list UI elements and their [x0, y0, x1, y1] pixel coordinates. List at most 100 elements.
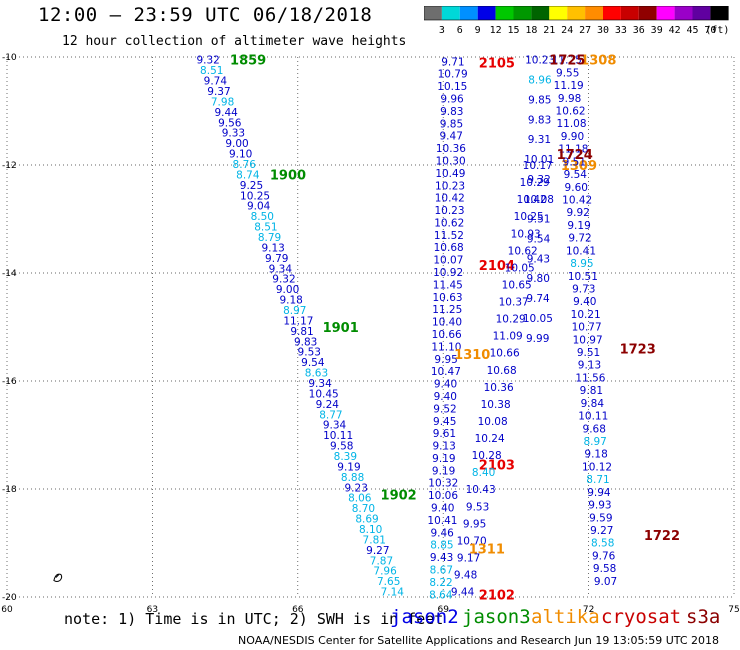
wave-height-value: 8.51 [254, 222, 277, 234]
wave-height-value: 10.21 [571, 309, 601, 321]
wave-height-value: 8.64 [429, 589, 453, 601]
track-cryosat: 11.259.5511.199.9810.6211.089.9011.189.5… [549, 54, 680, 588]
time-label: 2104 [479, 259, 515, 274]
wave-height-value: 10.45 [309, 388, 339, 400]
time-label: 1310 [454, 348, 490, 363]
wave-height-value: 7.14 [381, 587, 405, 599]
footer-note: note: 1) Time is in UTC; 2) SWH is in fe… [64, 610, 444, 628]
wave-height-value: 9.00 [276, 284, 299, 296]
colorbar-swatch [441, 6, 460, 20]
colorbar-swatch [638, 6, 657, 20]
wave-height-value: 10.08 [478, 416, 508, 428]
wave-height-value: 9.19 [337, 461, 360, 473]
wave-height-value: 11.52 [434, 230, 464, 242]
lon-tick-label: 66 [292, 605, 304, 615]
wave-height-value: 10.29 [520, 177, 550, 189]
wave-height-value: 11.25 [552, 55, 582, 67]
colorbar-label: 24 [561, 25, 573, 36]
wave-height-value: 10.36 [484, 382, 514, 394]
wave-height-value: 10.49 [435, 168, 465, 180]
wave-height-value: 9.13 [578, 360, 601, 372]
wave-height-value: 9.54 [301, 357, 325, 369]
wave-height-value: 10.28 [472, 450, 502, 462]
wave-height-value: 9.25 [240, 180, 263, 192]
wave-height-value: 10.41 [566, 245, 596, 257]
wave-height-value: 11.19 [554, 80, 584, 92]
lat-tick-label: -20 [2, 593, 17, 603]
wave-height-value: 9.55 [556, 67, 579, 79]
wave-height-value: 9.68 [583, 423, 606, 435]
legend-s3a: s3a [686, 606, 721, 628]
wave-height-value: 10.07 [433, 255, 463, 267]
wave-height-value: 9.58 [593, 563, 616, 575]
time-label: 1901 [323, 321, 359, 336]
wave-height-value: 9.85 [440, 118, 463, 130]
colorbar-label: 27 [579, 25, 591, 36]
wave-height-value: 10.05 [523, 313, 553, 325]
colorbar-swatch [567, 6, 586, 20]
wave-height-value: 9.99 [526, 333, 549, 345]
wave-height-value: 10.41 [427, 515, 457, 527]
wave-height-value: 9.40 [434, 391, 457, 403]
wave-height-value: 10.30 [436, 155, 466, 167]
wave-height-value: 9.81 [580, 385, 603, 397]
colorbar-label: 39 [651, 25, 663, 36]
wave-height-value: 9.19 [567, 220, 590, 232]
wave-height-value: 9.84 [581, 398, 605, 410]
colorbar-label: 45 [686, 25, 698, 36]
wave-height-value: 9.46 [430, 527, 454, 539]
wave-height-value: 9.95 [463, 518, 486, 530]
time-label: 1724 [557, 148, 593, 163]
wave-height-value: 11.08 [556, 118, 586, 130]
colorbar-swatch [513, 6, 532, 20]
wave-height-value: 8.96 [528, 75, 552, 87]
wave-height-value: 10.12 [582, 461, 612, 473]
wave-height-value: 10.23 [434, 205, 464, 217]
wave-height-value: 7.87 [370, 555, 393, 567]
lat-tick-label: -16 [2, 377, 17, 387]
lat-tick-label: -18 [2, 485, 17, 495]
wave-height-value: 9.10 [229, 149, 252, 161]
wave-height-value: 10.24 [475, 433, 505, 445]
lon-tick-label: 72 [583, 605, 594, 615]
wave-height-value: 9.60 [565, 182, 588, 194]
wave-height-value: 10.23 [525, 55, 555, 67]
wave-height-value: 10.32 [428, 478, 458, 490]
wave-height-value: 9.92 [566, 207, 589, 219]
wave-height-value: 8.50 [251, 211, 274, 223]
colorbar-label: 15 [507, 25, 519, 36]
track-jason2: 9.7110.7910.159.969.839.859.4710.3610.30… [427, 56, 515, 603]
wave-height-value: 10.97 [573, 334, 603, 346]
colorbar-swatch [459, 6, 478, 20]
wave-height-value: 10.11 [578, 411, 608, 423]
wave-height-value: 10.68 [434, 242, 464, 254]
wave-height-value: 10.51 [568, 271, 598, 283]
wave-height-value: 9.40 [431, 503, 454, 515]
wave-height-value: 10.01 [524, 154, 554, 166]
wave-height-value: 9.43 [430, 552, 453, 564]
wave-height-value: 10.66 [432, 329, 462, 341]
wave-height-value: 10.77 [572, 322, 602, 334]
wave-height-value: 9.44 [451, 587, 475, 599]
wave-height-value: 10.62 [508, 245, 538, 257]
wave-height-value: 8.69 [355, 514, 378, 526]
colorbar-swatch [585, 6, 603, 20]
colorbar-label: (ft) [705, 25, 729, 36]
lon-tick-label: 60 [1, 605, 13, 615]
wave-height-value: 10.43 [466, 484, 496, 496]
wave-height-value: 8.51 [200, 65, 223, 77]
wave-height-value: 10.70 [457, 535, 487, 547]
time-label: 2102 [479, 588, 515, 603]
wave-height-value: 10.37 [499, 297, 529, 309]
wave-height-value: 10.25 [240, 190, 270, 202]
wave-height-value: 10.06 [428, 490, 458, 502]
wave-height-value: 9.71 [441, 56, 464, 68]
wave-height-value: 9.54 [527, 233, 551, 245]
wave-height-value: 10.63 [433, 292, 463, 304]
wave-height-value: 9.47 [440, 131, 463, 143]
wave-height-value: 10.92 [433, 267, 463, 279]
wave-height-value: 9.04 [247, 201, 271, 213]
wave-height-value: 9.51 [527, 214, 550, 226]
wave-height-value: 9.93 [588, 500, 611, 512]
chart-title: 12:00 – 23:59 UTC 06/18/2018 [38, 4, 373, 26]
